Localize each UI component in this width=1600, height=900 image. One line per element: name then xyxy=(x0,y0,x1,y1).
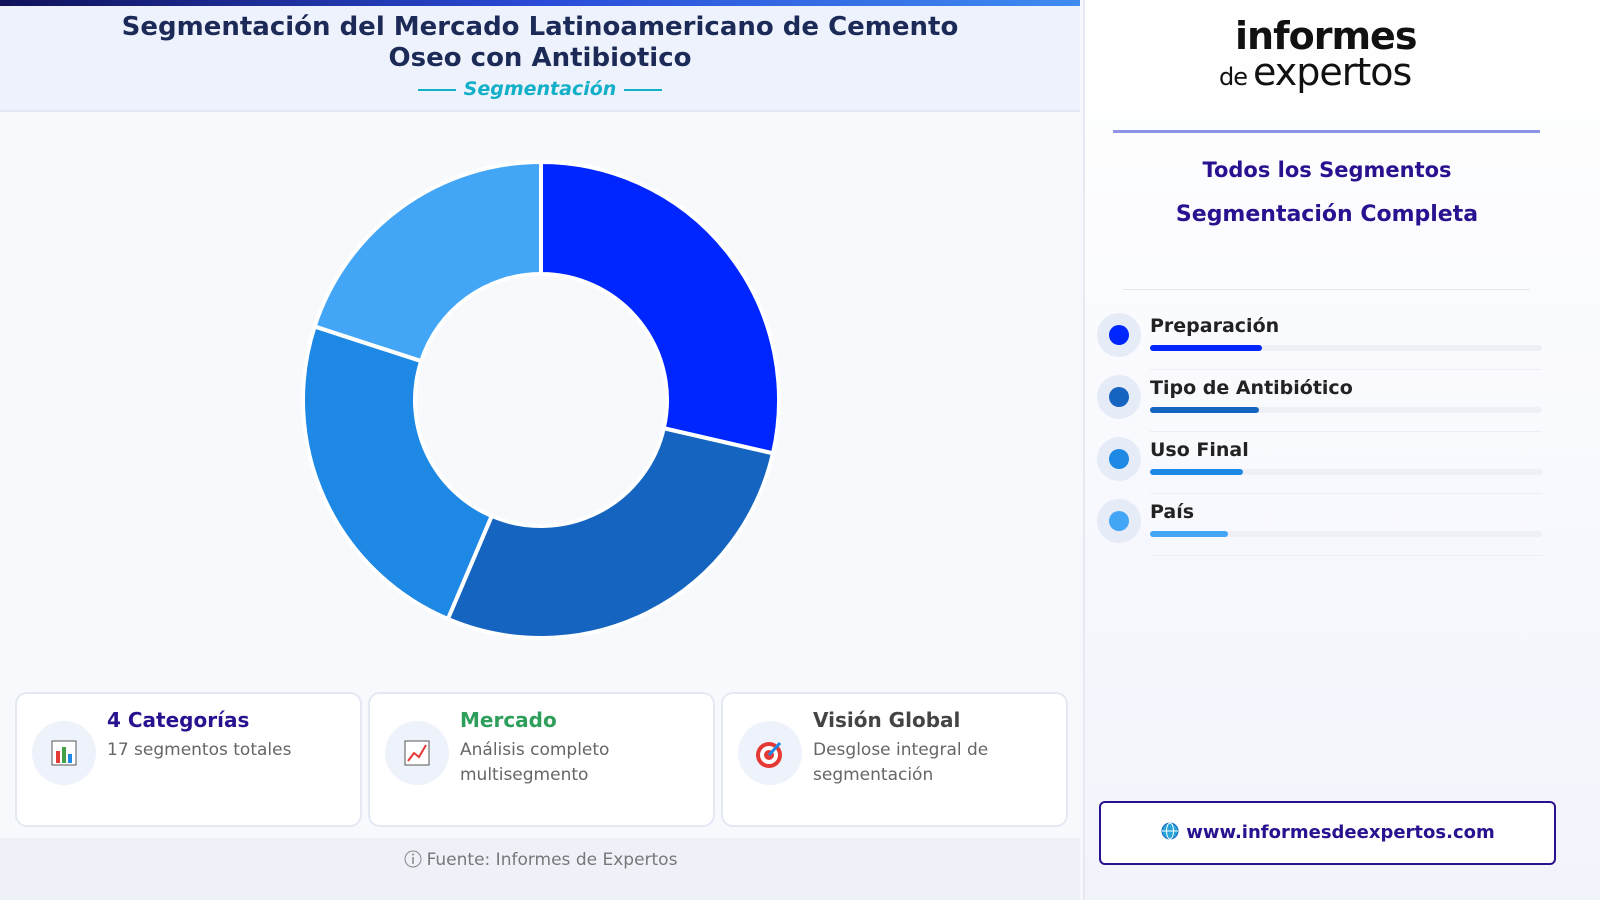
legend-item: Tipo de Antibiótico xyxy=(1097,375,1543,435)
legend-dot xyxy=(1109,387,1129,407)
heading: Todos los Segmentos xyxy=(1202,158,1452,182)
source: Fuente: Informes de Expertos xyxy=(426,850,678,870)
subheading: Segmentación Completa xyxy=(1175,202,1479,227)
subtitle-text: Segmentación xyxy=(463,78,617,100)
card: Mercado Análisis completo multisegmento xyxy=(368,692,715,827)
sidebar: informes de expertos Todos los Segmentos … xyxy=(1083,0,1600,900)
legend-bar xyxy=(1150,345,1263,351)
logo-de: de xyxy=(1219,63,1248,91)
donut-chart xyxy=(301,159,781,640)
legend-item: Preparación xyxy=(1097,313,1543,373)
icon xyxy=(738,721,802,785)
legend-item: País xyxy=(1097,499,1543,559)
icon xyxy=(385,721,449,785)
logo: informes xyxy=(1235,14,1417,58)
website: www.informesdeexpertos.com xyxy=(1186,822,1495,843)
legend-label: Uso Final xyxy=(1150,439,1249,461)
donut-slice xyxy=(539,159,781,456)
donut-slice xyxy=(301,323,495,622)
icon xyxy=(32,721,96,785)
legend-bar xyxy=(1150,531,1229,537)
legend-bar xyxy=(1150,469,1243,475)
card-title: Mercado xyxy=(460,708,557,732)
separator xyxy=(1150,493,1542,494)
divider xyxy=(1113,130,1540,133)
legend-dot xyxy=(1109,325,1129,345)
separator xyxy=(1150,431,1542,432)
bar-track xyxy=(1150,345,1542,351)
card-text: Desglose integral de segmentación xyxy=(813,740,989,785)
card-title: Visión Global xyxy=(813,708,961,732)
logo-word: expertos xyxy=(1253,50,1412,94)
card-text: Análisis completo multisegmento xyxy=(460,740,610,785)
header: Segmentación del Mercado Latinoamericano… xyxy=(0,6,1080,112)
legend-dot-bg xyxy=(1097,499,1141,543)
separator xyxy=(1150,369,1542,370)
legend-label: Preparación xyxy=(1150,315,1280,337)
card-title: 4 Categorías xyxy=(107,708,250,732)
top-bar xyxy=(0,0,1080,6)
legend-dot-bg xyxy=(1097,375,1141,419)
separator xyxy=(1150,555,1542,556)
main-panel: Segmentación del Mercado Latinoamericano… xyxy=(0,0,1080,900)
legend-dot-bg xyxy=(1097,313,1141,357)
legend-label: País xyxy=(1150,501,1195,523)
donut-slice xyxy=(312,159,543,364)
donut-slice xyxy=(445,425,776,640)
legend-bar xyxy=(1150,407,1259,413)
card: Visión Global Desglose integral de segme… xyxy=(721,692,1068,827)
website-link[interactable]: www.informesdeexpertos.com xyxy=(1099,801,1556,865)
legend-label: Tipo de Antibiótico xyxy=(1150,377,1353,399)
bar-track xyxy=(1150,469,1542,475)
bar-track xyxy=(1150,407,1542,413)
divider xyxy=(1123,289,1530,290)
footer: Fuente: Informes de Expertos xyxy=(0,838,1080,900)
legend-item: Uso Final xyxy=(1097,437,1543,497)
bar-track xyxy=(1150,531,1542,537)
legend-dot xyxy=(1109,449,1129,469)
legend-dot-bg xyxy=(1097,437,1141,481)
subtitle: Segmentación xyxy=(0,78,1080,100)
card: 4 Categorías 17 segmentos totales xyxy=(15,692,362,827)
title: Segmentación del Mercado Latinoamericano… xyxy=(121,12,959,73)
logo: de expertos xyxy=(1219,50,1412,94)
card-text: 17 segmentos totales xyxy=(107,740,292,760)
legend-dot xyxy=(1109,511,1129,531)
